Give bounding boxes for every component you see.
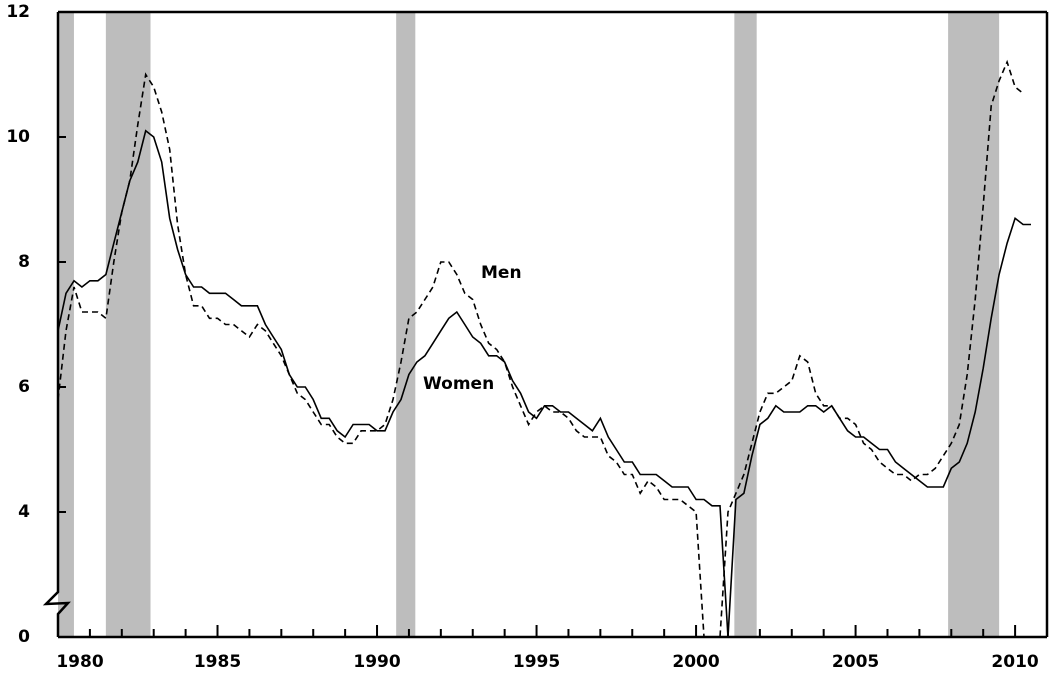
recession-band [734, 12, 757, 637]
y-tick-label: 0 [18, 627, 30, 647]
y-axis-break [42, 12, 71, 637]
series-label: Women [423, 374, 494, 394]
x-tick-label: 2000 [672, 652, 719, 672]
series-line [57, 129, 1031, 638]
y-tick-label: 8 [18, 252, 30, 272]
x-tick-label: 1980 [56, 652, 103, 672]
x-tick-label: 2005 [832, 652, 879, 672]
recession-band [105, 12, 151, 637]
recession-band [58, 12, 74, 637]
y-tick-label: 4 [18, 502, 30, 522]
y-tick-label: 6 [18, 377, 30, 397]
x-tick-label: 1995 [513, 652, 560, 672]
series-line [57, 59, 1024, 638]
x-tick-label: 1990 [353, 652, 400, 672]
frame [42, 10, 1049, 639]
x-tick-label: 2010 [991, 652, 1038, 672]
recession-band [396, 12, 416, 637]
recession-bands [58, 12, 1000, 637]
lines [57, 59, 1031, 638]
series-label: Men [481, 263, 522, 283]
x-tick-label: 1985 [194, 652, 241, 672]
y-tick-label: 10 [6, 127, 30, 147]
y-tick-label: 12 [6, 2, 30, 22]
